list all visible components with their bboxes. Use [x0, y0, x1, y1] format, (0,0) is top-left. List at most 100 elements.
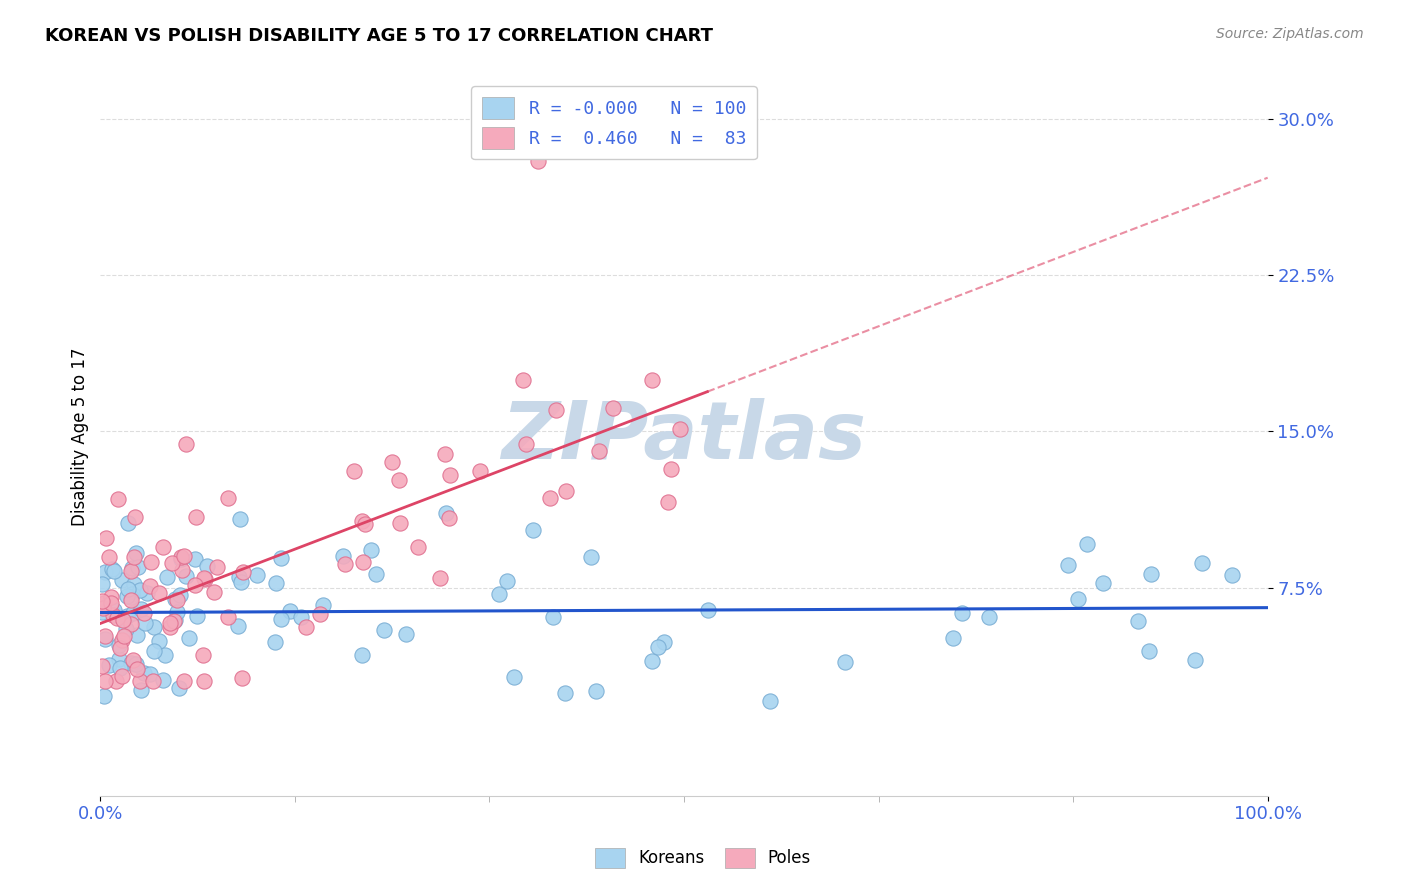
Point — [152, 673, 174, 687]
Point — [97, 658, 120, 673]
Point — [652, 635, 675, 649]
Point — [108, 661, 131, 675]
Point — [156, 570, 179, 584]
Point — [129, 601, 152, 615]
Point — [354, 516, 377, 531]
Point — [139, 667, 162, 681]
Text: Source: ZipAtlas.com: Source: ZipAtlas.com — [1216, 27, 1364, 41]
Point — [103, 564, 125, 578]
Point — [659, 461, 682, 475]
Text: ZIPatlas: ZIPatlas — [502, 398, 866, 475]
Point — [159, 616, 181, 631]
Point — [125, 546, 148, 560]
Point — [395, 626, 418, 640]
Point — [186, 609, 208, 624]
Legend: Koreans, Poles: Koreans, Poles — [588, 841, 818, 875]
Point — [555, 483, 578, 498]
Point — [184, 551, 207, 566]
Point — [389, 516, 412, 530]
Point — [90, 659, 112, 673]
Point — [977, 610, 1000, 624]
Point — [1137, 644, 1160, 658]
Point — [495, 574, 517, 588]
Point — [112, 629, 135, 643]
Point — [120, 657, 142, 671]
Point — [117, 609, 139, 624]
Point — [129, 683, 152, 698]
Point — [127, 628, 149, 642]
Point — [105, 611, 128, 625]
Point — [1076, 537, 1098, 551]
Point — [173, 549, 195, 563]
Point — [111, 573, 134, 587]
Point — [527, 153, 550, 168]
Point — [177, 631, 200, 645]
Point — [129, 674, 152, 689]
Point — [142, 620, 165, 634]
Point — [124, 510, 146, 524]
Point — [602, 401, 624, 416]
Point — [696, 603, 718, 617]
Point — [759, 694, 782, 708]
Point — [468, 464, 491, 478]
Point — [101, 607, 124, 622]
Point — [1067, 591, 1090, 606]
Point — [193, 648, 215, 662]
Point — [581, 549, 603, 564]
Point — [541, 610, 564, 624]
Point — [101, 562, 124, 576]
Point — [163, 613, 186, 627]
Point — [360, 543, 382, 558]
Point — [91, 601, 114, 615]
Point — [205, 560, 228, 574]
Point — [193, 571, 215, 585]
Point — [270, 612, 292, 626]
Point — [170, 549, 193, 564]
Point — [111, 614, 134, 628]
Point — [942, 631, 965, 645]
Point — [132, 666, 155, 681]
Point — [546, 403, 568, 417]
Point — [585, 684, 607, 698]
Point — [1191, 556, 1213, 570]
Point — [124, 657, 146, 672]
Point — [194, 572, 217, 586]
Point — [343, 464, 366, 478]
Point — [170, 552, 193, 566]
Point — [538, 491, 561, 505]
Point — [193, 674, 215, 689]
Point — [950, 606, 973, 620]
Point — [120, 616, 142, 631]
Point — [142, 674, 165, 689]
Point — [120, 564, 142, 578]
Point — [488, 587, 510, 601]
Point — [94, 565, 117, 579]
Point — [117, 516, 139, 530]
Point — [127, 559, 149, 574]
Point — [1128, 614, 1150, 628]
Point — [122, 576, 145, 591]
Point — [120, 591, 142, 605]
Point — [148, 586, 170, 600]
Point — [139, 579, 162, 593]
Point — [184, 578, 207, 592]
Point — [117, 582, 139, 596]
Point — [588, 444, 610, 458]
Point — [228, 570, 250, 584]
Point — [143, 643, 166, 657]
Point — [93, 689, 115, 703]
Point — [641, 374, 664, 388]
Point — [264, 575, 287, 590]
Point — [245, 568, 267, 582]
Point — [834, 655, 856, 669]
Point — [202, 584, 225, 599]
Point — [115, 589, 138, 603]
Legend: R = -0.000   N = 100, R =  0.460   N =  83: R = -0.000 N = 100, R = 0.460 N = 83 — [471, 87, 756, 160]
Point — [121, 587, 143, 601]
Point — [264, 634, 287, 648]
Point — [111, 632, 134, 647]
Point — [166, 605, 188, 619]
Point — [141, 554, 163, 568]
Point — [134, 616, 156, 631]
Point — [381, 455, 404, 469]
